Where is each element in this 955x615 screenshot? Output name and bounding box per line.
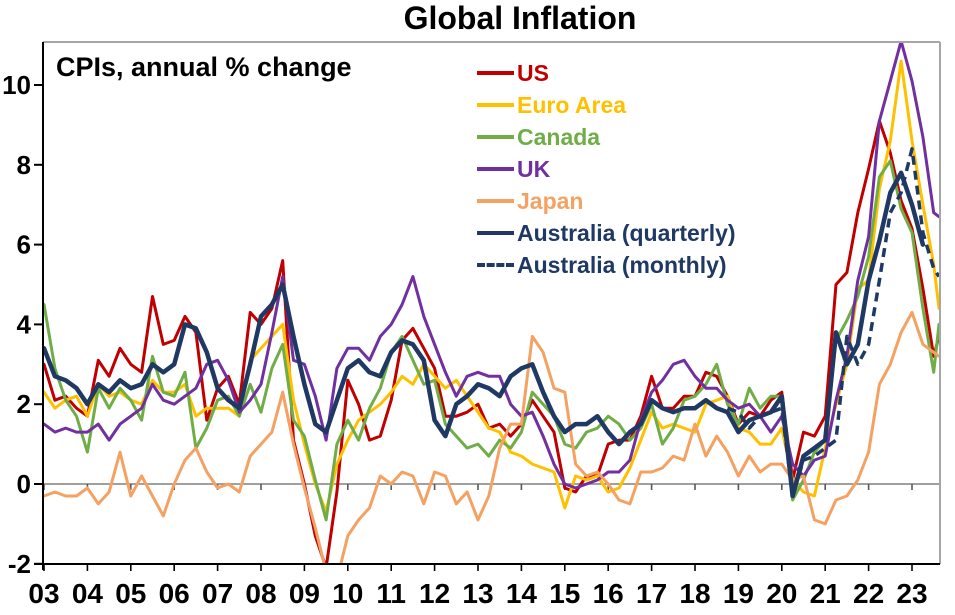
x-tick-label: 07 [202,578,233,609]
legend-item-euro-area: Euro Area [477,89,736,121]
legend-swatch-australia-quarterly [477,231,514,235]
legend-item-us: US [477,57,736,89]
legend-swatch-japan [477,199,514,203]
legend-swatch-us [477,71,514,75]
legend-label-euro-area: Euro Area [517,91,627,118]
legend-swatch-euro-area [477,103,514,107]
x-tick-label: 19 [723,578,754,609]
x-tick-label: 15 [549,578,580,609]
legend: US Euro Area Canada UK Japan Australia (quart… [477,57,736,281]
chart-subtitle: CPIs, annual % change [56,52,352,82]
legend-label-us: US [517,59,549,86]
y-tick-label: 6 [17,230,31,260]
legend-item-australia-quarterly: Australia (quarterly) [477,217,736,249]
legend-label-uk: UK [517,155,551,182]
x-tick-label: 21 [810,578,841,609]
x-tick-label: 09 [289,578,320,609]
x-tick-label: 13 [462,578,493,609]
x-tick-label: 12 [419,578,450,609]
series-line-japan [43,310,940,564]
legend-label-australia-monthly: Australia (monthly) [517,251,727,278]
series-line-australia-monthly [726,147,940,498]
y-tick-label: 0 [17,469,31,499]
x-tick-label: 11 [376,578,406,609]
legend-item-canada: Canada [477,121,736,153]
y-tick-label: 8 [17,150,31,180]
x-tick-label: 14 [506,578,538,609]
legend-item-australia-monthly: Australia (monthly) [477,249,736,281]
x-tick-label: 03 [28,578,59,609]
legend-swatch-canada [477,135,514,139]
y-tick-label: 2 [17,389,31,419]
x-tick-label: 17 [636,578,667,609]
legend-label-australia-quarterly: Australia (quarterly) [517,219,736,246]
x-tick-label: 04 [72,578,104,609]
legend-label-japan: Japan [517,187,584,214]
x-tick-label: 22 [853,578,884,609]
series-group [43,41,940,564]
y-tick-label: 4 [17,309,32,339]
x-tick-label: 06 [159,578,190,609]
x-tick-label: 23 [896,578,927,609]
x-tick-label: 05 [115,578,146,609]
legend-swatch-australia-monthly [477,263,514,267]
series-line-australia-quarterly [43,170,926,499]
x-tick-label: 20 [766,578,797,609]
legend-item-japan: Japan [477,185,736,217]
legend-label-canada: Canada [517,123,601,150]
x-tick-label: 08 [245,578,276,609]
y-tick-label: -2 [8,549,31,579]
chart-title: Global Inflation [403,0,637,36]
x-tick-label: 18 [679,578,710,609]
x-tick-label: 10 [332,578,363,609]
y-tick-label: 10 [2,70,31,100]
legend-swatch-uk [477,167,514,171]
series-line-uk [43,41,940,490]
x-tick-label: 16 [593,578,624,609]
legend-item-uk: UK [477,153,736,185]
